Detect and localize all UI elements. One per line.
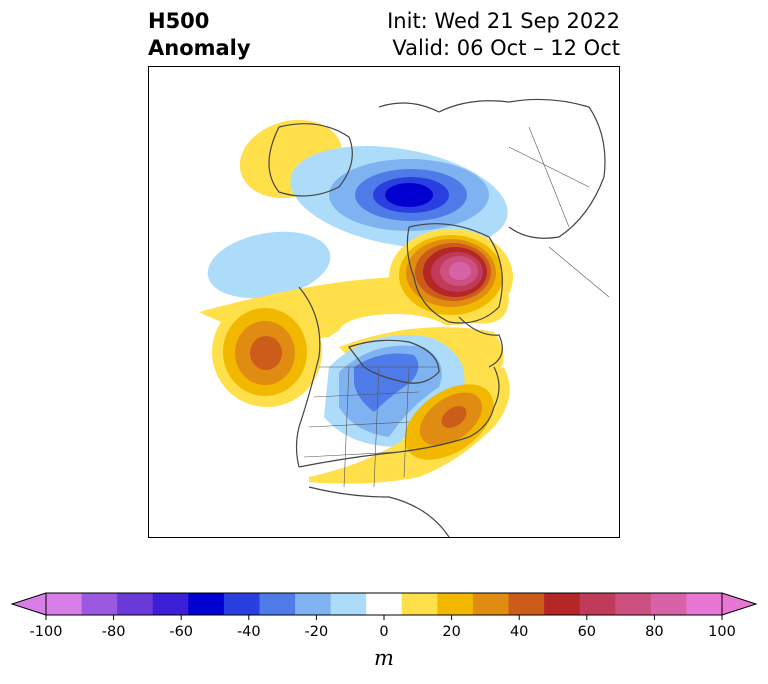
- colorbar-cells: [46, 593, 723, 615]
- colorbar-tick-label: 20: [442, 624, 461, 640]
- colorbar-cell: [401, 593, 438, 615]
- colorbar-cell: [472, 593, 510, 615]
- colorbar-unit: m: [374, 646, 394, 670]
- map-panel: [148, 66, 620, 538]
- political-borders: [303, 126, 610, 488]
- colorbar-arrow-outline: [10, 592, 758, 616]
- colorbar-cell: [579, 593, 616, 615]
- colorbar-cell: [650, 593, 687, 615]
- colorbar-tick-label: -80: [101, 624, 126, 640]
- valid-range: Valid: 06 Oct – 12 Oct: [392, 36, 620, 60]
- colorbar-cell: [188, 593, 225, 615]
- colorbar-cell: [686, 593, 723, 615]
- colorbar-tick-label: 100: [708, 624, 736, 640]
- colorbar-tick-label: 0: [379, 624, 389, 640]
- colorbar-cell: [117, 593, 154, 615]
- colorbar-cell: [259, 593, 296, 615]
- title-left: H500 Anomaly: [148, 8, 251, 62]
- anomaly-fill: [199, 119, 513, 484]
- coastlines: [268, 98, 606, 537]
- colorbar-cell: [615, 593, 652, 615]
- colorbar-ticks: [45, 615, 723, 620]
- colorbar-tick-label: 40: [509, 624, 529, 640]
- colorbar-cell: [152, 593, 189, 615]
- colorbar-cell: [544, 593, 581, 615]
- colorbar-tick-label: -100: [29, 624, 63, 640]
- colorbar: [10, 592, 758, 620]
- colorbar-cell: [223, 593, 260, 615]
- init-date: Init: Wed 21 Sep 2022: [387, 9, 620, 33]
- colorbar-cell: [295, 593, 332, 615]
- colorbar-tick-label: -40: [236, 624, 261, 640]
- colorbar-cell: [437, 593, 474, 615]
- title-right: Init: Wed 21 Sep 2022 Valid: 06 Oct – 12…: [387, 8, 620, 62]
- colorbar-over-arrow: [722, 593, 756, 615]
- colorbar-tick-label: 80: [645, 624, 664, 640]
- colorbar-tick-label: 60: [577, 624, 597, 640]
- colorbar-tick-label: -60: [169, 624, 194, 640]
- colorbar-tick-label: -20: [304, 624, 329, 640]
- colorbar-cell: [81, 593, 118, 615]
- colorbar-under-arrow: [12, 593, 46, 615]
- anomaly-map: [199, 98, 610, 537]
- colorbar-cell: [46, 593, 83, 615]
- title-field: Anomaly: [148, 36, 251, 60]
- colorbar-cell: [330, 593, 367, 615]
- colorbar-cell: [366, 593, 403, 615]
- title-variable: H500: [148, 9, 210, 33]
- colorbar-cell: [508, 593, 545, 615]
